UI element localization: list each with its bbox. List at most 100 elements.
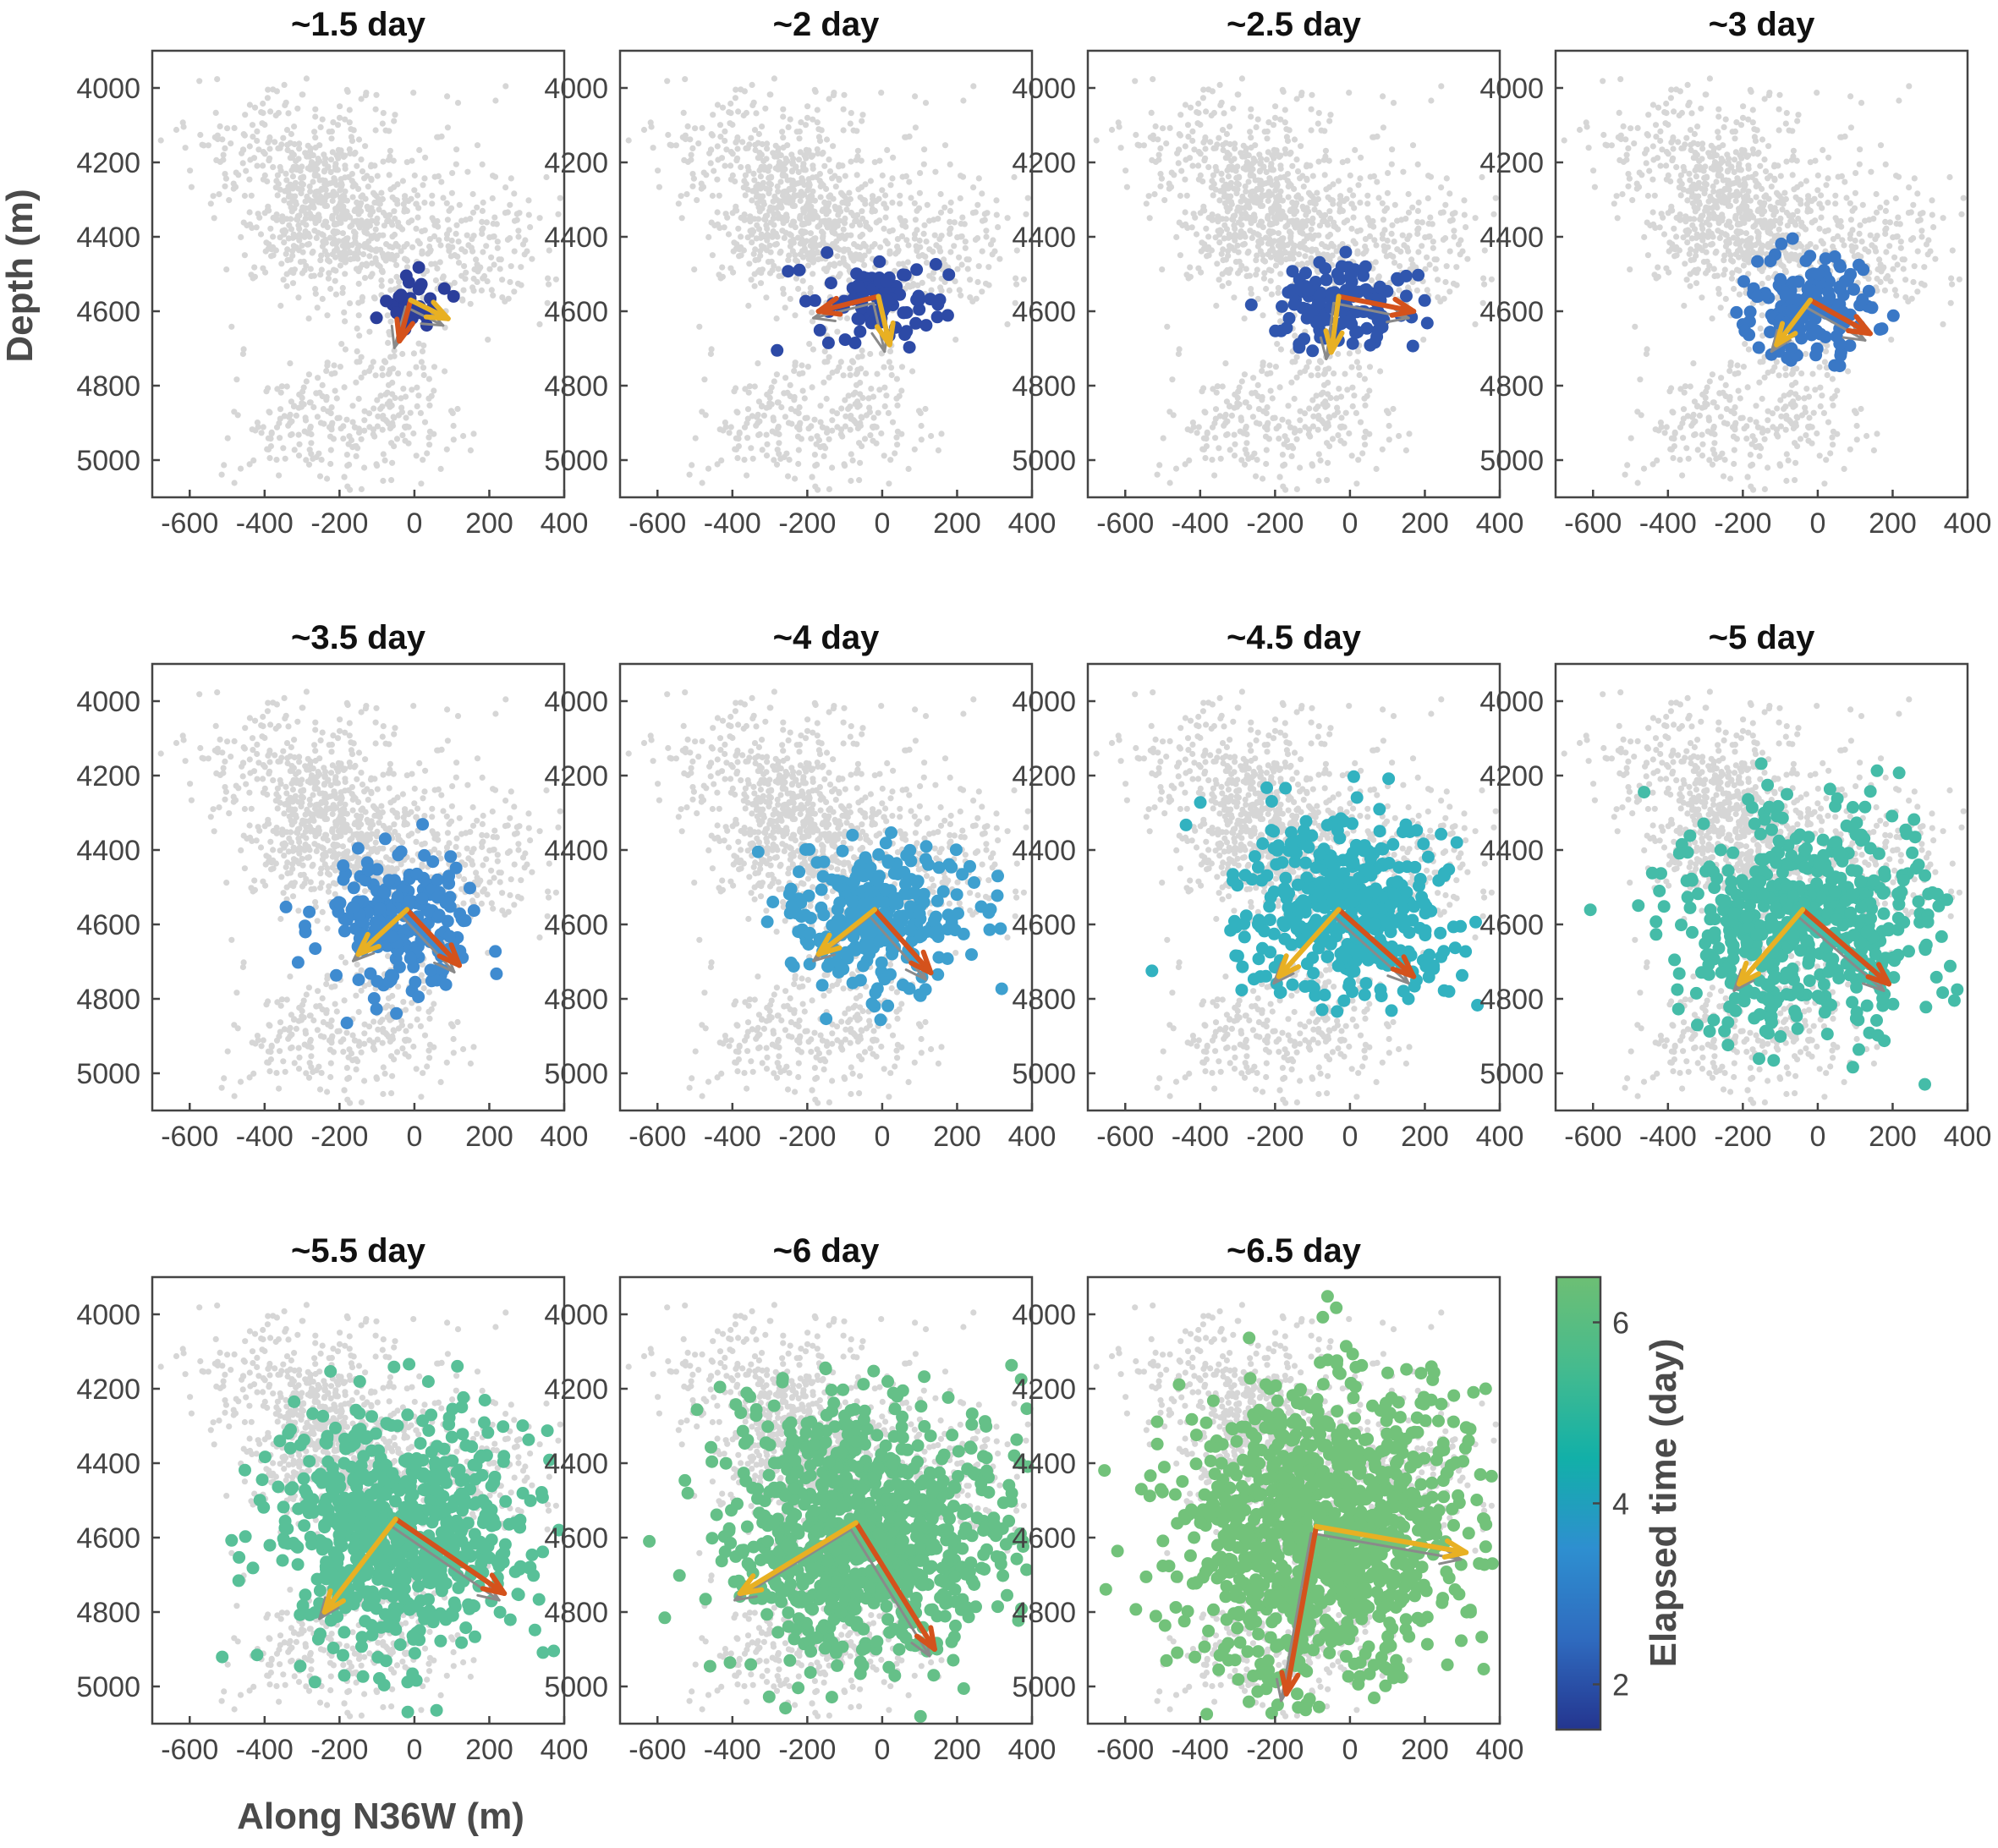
background-point xyxy=(1282,146,1288,153)
background-point xyxy=(375,413,381,420)
background-point xyxy=(452,252,458,259)
background-point xyxy=(1902,277,1909,283)
background-point xyxy=(1227,447,1233,453)
background-point xyxy=(919,279,925,286)
background-point xyxy=(1209,457,1216,463)
background-point xyxy=(414,192,421,199)
background-point xyxy=(1792,402,1798,409)
background-point xyxy=(1819,205,1825,211)
background-point xyxy=(1353,480,1360,487)
background-point xyxy=(449,170,456,177)
background-point xyxy=(1319,241,1326,248)
background-point xyxy=(458,272,465,279)
background-point xyxy=(306,399,313,406)
background-point xyxy=(518,264,524,271)
event-point xyxy=(1346,337,1359,350)
background-point xyxy=(1302,424,1309,430)
background-point xyxy=(805,219,812,227)
background-point xyxy=(854,153,861,160)
background-point xyxy=(1721,457,1728,463)
background-point xyxy=(1291,185,1298,192)
background-point xyxy=(285,235,292,242)
background-point xyxy=(744,234,751,241)
event-point xyxy=(1418,293,1431,307)
background-point xyxy=(407,409,414,416)
background-point xyxy=(823,136,831,143)
background-point xyxy=(1409,142,1417,149)
background-point xyxy=(362,92,369,99)
background-point xyxy=(314,414,321,420)
background-point xyxy=(1883,199,1890,206)
background-point xyxy=(799,177,806,184)
background-point xyxy=(1918,233,1925,240)
background-point xyxy=(965,256,972,263)
background-point xyxy=(795,460,802,468)
background-point xyxy=(332,387,338,394)
background-point xyxy=(1387,252,1394,259)
background-point xyxy=(817,419,824,425)
background-point xyxy=(368,364,375,370)
background-point xyxy=(399,178,406,184)
event-point xyxy=(1351,326,1364,339)
background-point xyxy=(1329,436,1337,442)
background-point xyxy=(1713,178,1720,185)
background-point xyxy=(1318,127,1325,134)
background-point xyxy=(826,485,833,493)
background-point xyxy=(1242,447,1249,453)
background-point xyxy=(1212,435,1219,441)
background-point xyxy=(823,395,830,403)
background-point xyxy=(1292,332,1298,339)
background-point xyxy=(296,237,303,244)
background-point xyxy=(689,171,696,178)
event-point xyxy=(1370,330,1384,343)
background-point xyxy=(1246,272,1253,279)
background-point xyxy=(546,281,552,288)
background-point xyxy=(881,364,887,370)
background-point xyxy=(371,199,378,206)
background-point xyxy=(886,359,892,365)
background-point xyxy=(361,417,368,424)
background-point xyxy=(343,416,350,423)
background-point xyxy=(773,205,780,211)
event-point xyxy=(1406,339,1419,353)
background-point xyxy=(1297,464,1304,471)
background-point xyxy=(1472,321,1479,327)
background-point xyxy=(355,280,362,288)
background-point xyxy=(266,455,273,462)
x-tick-label: 400 xyxy=(1476,507,1524,540)
background-point xyxy=(1405,209,1413,216)
background-point xyxy=(1446,248,1453,255)
y-tick-label: 4600 xyxy=(76,296,140,328)
background-point xyxy=(305,205,312,211)
background-point xyxy=(497,266,503,272)
background-point xyxy=(405,219,412,226)
background-point xyxy=(1406,430,1413,437)
background-point xyxy=(1824,371,1831,379)
background-point xyxy=(957,195,963,202)
background-point xyxy=(1302,253,1309,260)
event-point xyxy=(1299,266,1312,280)
event-point xyxy=(1287,298,1301,311)
background-point xyxy=(859,394,866,402)
background-point xyxy=(766,180,773,187)
background-point xyxy=(1254,457,1260,463)
background-point xyxy=(233,376,240,383)
background-point xyxy=(736,430,743,437)
background-point xyxy=(454,100,462,107)
background-point xyxy=(411,187,418,194)
background-point xyxy=(1435,277,1441,283)
background-point xyxy=(764,237,771,244)
background-point xyxy=(759,123,766,130)
background-point xyxy=(476,266,483,272)
background-point xyxy=(1688,110,1695,117)
background-point xyxy=(277,302,284,310)
background-point xyxy=(1845,368,1852,375)
background-point xyxy=(764,145,771,152)
background-point xyxy=(1851,205,1858,211)
background-point xyxy=(241,252,248,259)
background-point xyxy=(317,123,324,130)
background-point xyxy=(922,100,930,107)
background-point xyxy=(726,109,733,116)
background-point xyxy=(1023,211,1029,217)
background-point xyxy=(1252,177,1259,184)
